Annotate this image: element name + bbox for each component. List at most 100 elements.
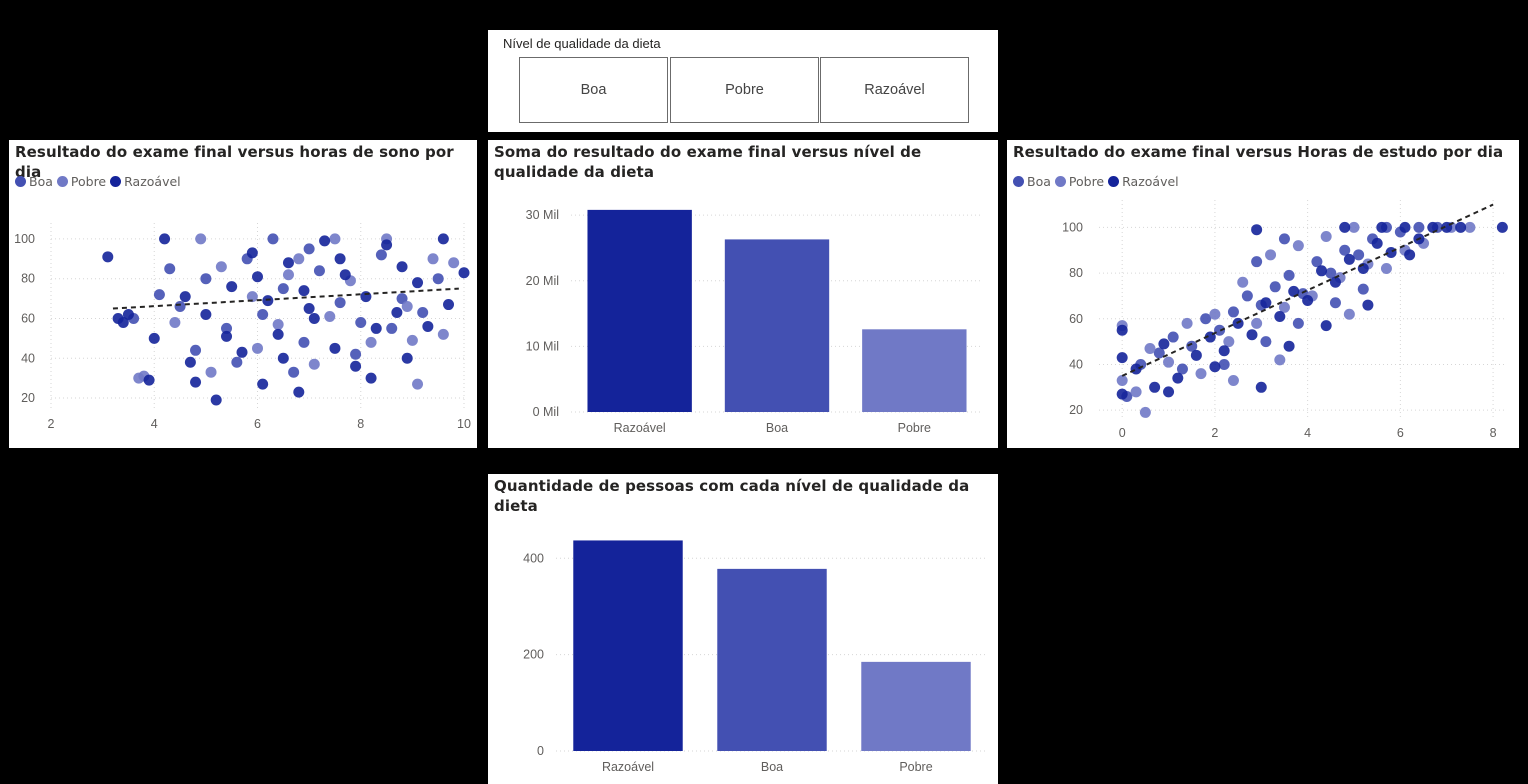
data-point-razoavel — [200, 309, 212, 321]
data-point-razoavel — [1246, 329, 1258, 341]
legend-marker — [56, 176, 68, 187]
data-point-razoavel — [221, 330, 233, 342]
legend-marker — [1013, 176, 1024, 187]
diet-quality-slicer: Nível de qualidade da dieta Boa Pobre Ra… — [488, 30, 998, 132]
data-point-boa — [298, 336, 310, 348]
data-point-boa — [396, 293, 408, 305]
data-point-razoavel — [148, 332, 160, 344]
data-point-pobre — [1181, 317, 1193, 329]
data-point-razoavel — [1343, 253, 1355, 265]
data-point-razoavel — [1404, 249, 1416, 261]
legend-item-razoavel[interactable]: Razoável — [1108, 174, 1179, 189]
data-point-pobre — [1227, 374, 1239, 386]
data-point-razoavel — [350, 360, 362, 372]
y-tick-label: 30 Mil — [526, 208, 559, 222]
data-point-razoavel — [1496, 221, 1508, 233]
data-point-razoavel — [1130, 363, 1142, 375]
x-tick-label: 4 — [151, 417, 158, 431]
data-point-razoavel — [122, 309, 134, 321]
legend-marker — [15, 176, 26, 187]
slicer-option-boa[interactable]: Boa — [519, 57, 668, 123]
data-point-razoavel — [1190, 349, 1202, 361]
data-point-boa — [432, 273, 444, 285]
y-tick-label: 100 — [1062, 220, 1083, 234]
data-point-pobre — [1343, 308, 1355, 320]
data-point-boa — [267, 233, 279, 245]
data-point-pobre — [1139, 406, 1151, 418]
count-bar-plot[interactable]: 0 200 400 Razoável Boa Pobre — [488, 474, 998, 784]
x-tick-label: Razoável — [614, 421, 666, 435]
bar-pobre — [861, 661, 971, 751]
legend-item-pobre[interactable]: Pobre — [56, 174, 107, 189]
visual-title: Soma do resultado do exame final versus … — [494, 143, 922, 181]
data-point-pobre — [437, 328, 449, 340]
slicer-option-pobre[interactable]: Pobre — [670, 57, 819, 123]
data-point-razoavel — [412, 277, 424, 289]
data-point-pobre — [246, 291, 258, 303]
data-point-boa — [1251, 256, 1263, 268]
data-point-pobre — [1292, 240, 1304, 252]
data-point-pobre — [272, 318, 284, 330]
data-point-boa — [200, 273, 212, 285]
data-point-razoavel — [370, 322, 382, 334]
data-point-boa — [190, 344, 202, 356]
data-point-boa — [1413, 221, 1425, 233]
data-point-boa — [288, 366, 300, 378]
x-tick-label: 4 — [1304, 426, 1311, 440]
data-point-razoavel — [1316, 265, 1328, 277]
x-tick-label: 0 — [1119, 426, 1126, 440]
legend-item-boa[interactable]: Boa — [1013, 174, 1051, 189]
legend-label: Razoável — [1122, 174, 1179, 189]
data-point-boa — [277, 283, 289, 295]
data-point-razoavel — [1149, 381, 1161, 393]
y-tick-label: 20 — [21, 391, 35, 405]
data-point-boa — [1176, 363, 1188, 375]
sum-bar-visual[interactable]: Soma do resultado do exame final versus … — [488, 140, 998, 448]
data-point-pobre — [1195, 368, 1207, 380]
x-tick-label: Pobre — [899, 760, 932, 774]
data-point-razoavel — [303, 303, 315, 315]
chart-legend: Boa Pobre Razoável — [1013, 174, 1181, 189]
data-point-razoavel — [401, 352, 413, 364]
x-tick-label: Boa — [761, 760, 783, 774]
data-point-boa — [386, 322, 398, 334]
x-tick-label: Boa — [766, 421, 788, 435]
data-point-razoavel — [339, 269, 351, 281]
data-point-boa — [1325, 267, 1337, 279]
data-point-razoavel — [458, 267, 470, 279]
legend-item-boa[interactable]: Boa — [15, 174, 53, 189]
data-point-razoavel — [308, 312, 320, 324]
x-tick-label: Pobre — [898, 421, 931, 435]
data-point-razoavel — [365, 372, 377, 384]
y-tick-label: 60 — [1069, 312, 1083, 326]
sleep-scatter-visual[interactable]: Resultado do exame final versus horas de… — [9, 140, 477, 448]
data-point-pobre — [365, 336, 377, 348]
data-point-boa — [231, 356, 243, 368]
data-point-pobre — [1251, 317, 1263, 329]
legend-label: Pobre — [70, 174, 107, 189]
slicer-option-razoavel[interactable]: Razoável — [820, 57, 969, 123]
legend-marker — [110, 176, 122, 187]
legend-marker — [1054, 176, 1066, 187]
data-point-razoavel — [1251, 224, 1263, 236]
study-scatter-plot[interactable]: 0 2 4 6 8 20 40 60 80 100 — [1007, 140, 1519, 448]
data-point-razoavel — [1283, 340, 1295, 352]
data-point-boa — [334, 297, 346, 309]
data-point-pobre — [406, 334, 418, 346]
study-scatter-visual[interactable]: Resultado do exame final versus Horas de… — [1007, 140, 1519, 448]
legend-item-razoavel[interactable]: Razoável — [110, 174, 181, 189]
data-point-pobre — [427, 253, 439, 265]
legend-label: Boa — [29, 174, 53, 189]
data-point-boa — [1311, 256, 1323, 268]
data-point-razoavel — [298, 285, 310, 297]
sum-bar-plot[interactable]: 0 Mil 10 Mil 20 Mil 30 Mil Razoável Boa Pobre — [488, 140, 998, 448]
data-point-razoavel — [396, 261, 408, 273]
legend-item-pobre[interactable]: Pobre — [1054, 174, 1104, 189]
data-point-boa — [355, 316, 367, 328]
data-point-razoavel — [1399, 221, 1411, 233]
count-bar-visual[interactable]: Quantidade de pessoas com cada nível de … — [488, 474, 998, 784]
data-point-pobre — [1265, 249, 1277, 261]
sleep-scatter-plot[interactable]: 2 4 6 8 10 20 40 60 80 100 — [9, 140, 477, 448]
y-tick-label: 10 Mil — [526, 339, 559, 353]
data-point-pobre — [1348, 221, 1360, 233]
